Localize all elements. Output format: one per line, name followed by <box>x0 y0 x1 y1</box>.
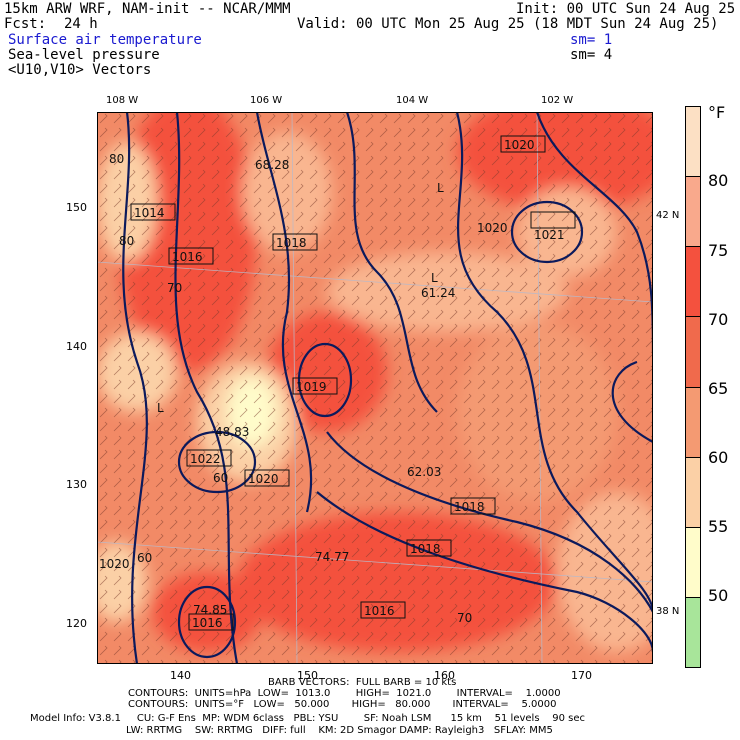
colorbar-label: 80 <box>708 171 729 190</box>
slp-label: 1022 <box>190 452 221 466</box>
bottom-axis-label: 150 <box>297 669 318 682</box>
bottom-axis-label: 140 <box>170 669 191 682</box>
right-lat-label: 40 N <box>656 408 680 419</box>
slp-label: 1018 <box>454 500 485 514</box>
field-slp: Sea-level pressure <box>8 47 160 63</box>
field-surface-temp-smoothing: sm= 1 <box>570 32 613 48</box>
slp-label: 1016 <box>172 250 203 264</box>
slp-label: 1020 <box>99 557 130 571</box>
model-info-line1: Model Info: V3.8.1 CU: G-F Ens MP: WDM 6… <box>30 713 586 724</box>
bottom-axis-label: 160 <box>434 669 455 682</box>
colorbar-label: 50 <box>708 586 729 605</box>
slp-contours <box>122 112 653 664</box>
map-annotation: 80 <box>109 152 124 166</box>
left-axis-label: 140 <box>66 340 87 353</box>
right-lat-label: 38 N <box>656 606 680 617</box>
model-title: 15km ARW WRF, NAM-init -- NCAR/MMM <box>4 1 291 17</box>
map-annotation: 60 <box>137 551 152 565</box>
map-annotation: L <box>437 181 444 195</box>
field-surface-temp: Surface air temperature <box>8 32 202 48</box>
field-wind-vectors: <U10,V10> Vectors <box>8 62 152 78</box>
map-annotation: L <box>157 401 164 415</box>
barb-vectors-note: BARB VECTORS: FULL BARB = 10 kts <box>268 677 457 688</box>
slp-label: 1016 <box>364 604 395 618</box>
colorbar-unit: °F <box>708 103 726 122</box>
temp-value: 74.85 <box>193 603 227 617</box>
right-lat-label: 42 N <box>656 210 680 221</box>
colorbar-band <box>686 316 700 387</box>
temp-value: 61.24 <box>421 286 455 300</box>
top-lon-label: 106 W <box>250 95 283 106</box>
temp-value: 74.77 <box>315 550 349 564</box>
slp-label: 1020 <box>248 472 279 486</box>
slp-label: 1014 <box>134 206 165 220</box>
colorbar-band <box>686 456 700 527</box>
temp-value: 62.03 <box>407 465 441 479</box>
bottom-axis-label: 170 <box>571 669 592 682</box>
colorbar-band <box>686 176 700 247</box>
top-lon-label: 104 W <box>396 95 429 106</box>
init-time: Init: 00 UTC Sun 24 Aug 25 <box>516 1 736 17</box>
map-annotation: 70 <box>167 281 182 295</box>
colorbar-label: 60 <box>708 448 729 467</box>
slp-label: 1018 <box>410 542 441 556</box>
left-axis-label: 120 <box>66 617 87 630</box>
colorbar-label: 70 <box>708 310 729 329</box>
temp-value: 48.83 <box>215 425 249 439</box>
slp-label: 1016 <box>192 616 223 630</box>
forecast-label: Fcst: <box>4 16 47 32</box>
contours-temp-note: CONTOURS: UNITS=°F LOW= 50.000 HIGH= 80.… <box>128 699 557 710</box>
colorbar-band <box>686 526 700 597</box>
left-axis-label: 130 <box>66 478 87 491</box>
model-info-line2: LW: RRTMG SW: RRTMG DIFF: full KM: 2D Sm… <box>126 725 553 736</box>
left-axis-label: 150 <box>66 201 87 214</box>
colorbar-band <box>686 246 700 317</box>
contours-slp-note: CONTOURS: UNITS=hPa LOW= 1013.0 HIGH= 10… <box>128 688 561 699</box>
colorbar-label: 55 <box>708 517 729 536</box>
valid-time: Valid: 00 UTC Mon 25 Aug 25 (18 MDT Sun … <box>297 16 719 32</box>
temp-value: 68.28 <box>255 158 289 172</box>
slp-label: 1021 <box>534 228 565 242</box>
slp-label: 1018 <box>276 236 307 250</box>
map-annotation: 80 <box>119 234 134 248</box>
forecast-map: 1014 1016 1018 1020 1019 1022 1020 1018 … <box>97 112 653 664</box>
map-annotation: L <box>431 271 438 285</box>
temperature-field: 1014 1016 1018 1020 1019 1022 1020 1018 … <box>97 112 653 664</box>
top-lon-label: 102 W <box>541 95 574 106</box>
colorbar-label: 65 <box>708 379 729 398</box>
slp-label: 1019 <box>296 380 327 394</box>
map-annotation: 70 <box>457 611 472 625</box>
colorbar-band <box>686 107 700 177</box>
forecast-hour: 24 h <box>64 16 98 32</box>
map-annotation: 60 <box>213 471 228 485</box>
slp-label: 1020 <box>477 221 508 235</box>
colorbar <box>685 106 701 668</box>
colorbar-label: 75 <box>708 241 729 260</box>
field-slp-smoothing: sm= 4 <box>570 47 613 63</box>
slp-label: 1020 <box>504 138 535 152</box>
top-lon-label: 108 W <box>106 95 139 106</box>
colorbar-band <box>686 596 700 667</box>
colorbar-band <box>686 386 700 457</box>
